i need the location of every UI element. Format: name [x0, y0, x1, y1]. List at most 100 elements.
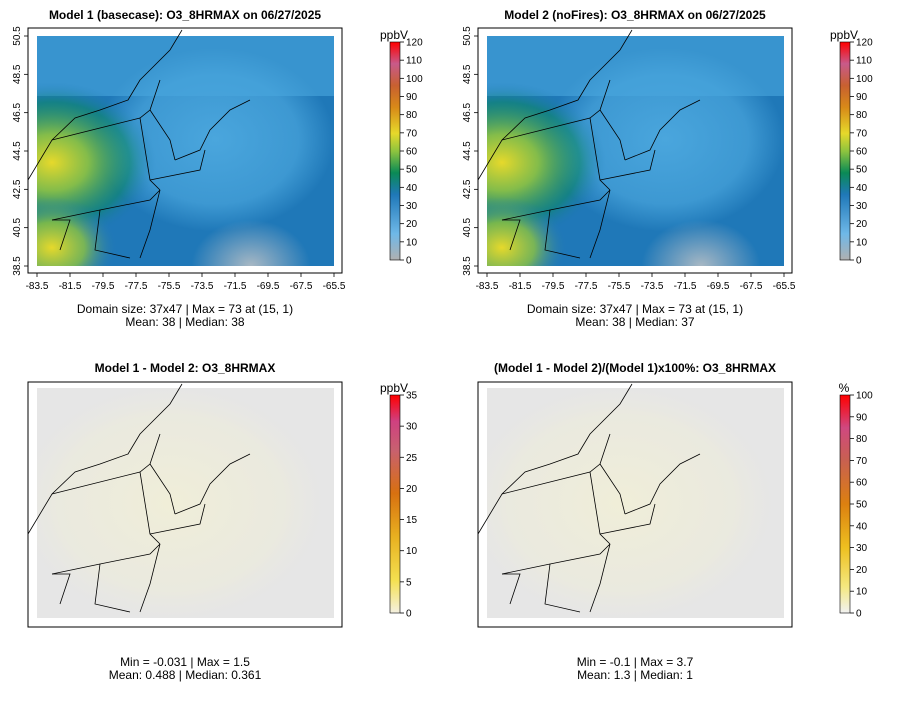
colorbar-tick-label: 5	[406, 577, 412, 588]
x-tick-label: -83.5	[26, 281, 49, 292]
x-tick-label: -77.5	[125, 281, 148, 292]
y-tick-label: 40.5	[12, 217, 23, 237]
y-tick-label: 44.5	[12, 141, 23, 161]
colorbar-tick-label: 0	[406, 256, 412, 267]
stats-line-1: Domain size: 37x47 | Max = 73 at (15, 1)	[527, 302, 743, 316]
panel-difference: Model 1 - Model 2: O3_8HRMAX Min = -0.03…	[27, 361, 418, 682]
x-tick-label: -71.5	[224, 281, 247, 292]
y-tick-label: 38.5	[462, 256, 473, 276]
x-tick-label: -71.5	[674, 281, 697, 292]
x-tick-label: -75.5	[158, 281, 181, 292]
colorbar-units: ppbV	[380, 28, 408, 42]
y-tick-label: 44.5	[462, 141, 473, 161]
colorbar-tick-label: 0	[406, 609, 412, 620]
x-tick-label: -65.5	[323, 281, 346, 292]
x-tick-label: -67.5	[290, 281, 313, 292]
colorbar-tick-label: 60	[406, 147, 418, 158]
x-tick-label: -79.5	[92, 281, 115, 292]
x-tick-label: -81.5	[59, 281, 82, 292]
state-boundaries	[477, 29, 701, 259]
colorbar-tick-label: 15	[406, 515, 418, 526]
y-tick-label: 42.5	[12, 179, 23, 199]
panel-title: Model 2 (noFires): O3_8HRMAX on 06/27/20…	[504, 8, 766, 22]
colorbar-tick-label: 30	[856, 543, 868, 554]
stats-line-2: Mean: 0.488 | Median: 0.361	[109, 668, 262, 682]
colorbar-tick-label: 0	[856, 609, 862, 620]
y-tick-label: 48.5	[462, 64, 473, 84]
panel-model2: Model 2 (noFires): O3_8HRMAX on 06/27/20…	[462, 8, 873, 329]
colorbar-tick-label: 10	[406, 237, 418, 248]
colorbar: % 0 10 20 30 40 50 60 70 80 90 100	[839, 381, 873, 620]
colorbar-tick-label: 100	[406, 74, 423, 85]
y-tick-label: 46.5	[12, 102, 23, 122]
x-axis: -83.5 -81.5 -79.5 -77.5 -75.5 -73.5 -71.5 -69.5…	[476, 272, 796, 292]
colorbar-tick-label: 110	[856, 56, 872, 67]
colorbar-tick-label: 80	[856, 434, 868, 445]
colorbar-tick-label: 10	[856, 587, 868, 598]
stats-line-2: Mean: 1.3 | Median: 1	[577, 668, 693, 682]
ozone-field	[37, 36, 334, 266]
panel-percent-difference: (Model 1 - Model 2)/(Model 1)x100%: O3_8…	[477, 361, 873, 682]
panel-title: Model 1 - Model 2: O3_8HRMAX	[95, 361, 276, 375]
colorbar: ppbV 0 10 20 30 40 50 60 70 80 90 100 110 120	[380, 28, 423, 267]
colorbar-tick-label: 20	[406, 484, 418, 495]
colorbar-tick-label: 80	[406, 110, 418, 121]
difference-field	[37, 388, 334, 618]
colorbar-tick-label: 0	[856, 256, 862, 267]
x-tick-label: -65.5	[773, 281, 796, 292]
colorbar-tick-label: 40	[856, 521, 868, 532]
stats-line-1: Min = -0.031 | Max = 1.5	[120, 655, 250, 669]
colorbar: ppbV 0 10 20 30 40 50 60 70 80 90 100 110 120	[830, 28, 873, 267]
colorbar-tick-label: 70	[856, 128, 868, 139]
x-tick-label: -75.5	[608, 281, 631, 292]
x-tick-label: -81.5	[509, 281, 532, 292]
y-tick-label: 40.5	[462, 217, 473, 237]
colorbar-tick-label: 60	[856, 147, 868, 158]
colorbar-tick-label: 35	[406, 391, 418, 402]
colorbar-tick-label: 20	[856, 565, 868, 576]
x-tick-label: -69.5	[707, 281, 730, 292]
colorbar: ppbV 0 5 10 15 20 25 30 35	[380, 381, 418, 620]
y-tick-label: 50.5	[462, 26, 473, 46]
colorbar-tick-label: 70	[406, 128, 418, 139]
colorbar-tick-label: 80	[856, 110, 868, 121]
colorbar-tick-label: 20	[856, 219, 868, 230]
y-tick-label: 38.5	[12, 256, 23, 276]
colorbar-tick-label: 25	[406, 453, 418, 464]
colorbar-tick-label: 50	[856, 165, 868, 176]
colorbar-tick-label: 40	[856, 183, 868, 194]
colorbar-tick-label: 70	[856, 456, 868, 467]
colorbar-tick-label: 110	[406, 56, 422, 67]
colorbar-tick-label: 100	[856, 391, 873, 402]
x-axis: -83.5 -81.5 -79.5 -77.5 -75.5 -73.5 -71.5 -69.5…	[26, 272, 346, 292]
stats-line-2: Mean: 38 | Median: 38	[125, 315, 245, 329]
panel-title: (Model 1 - Model 2)/(Model 1)x100%: O3_8…	[494, 361, 776, 375]
colorbar-tick-label: 60	[856, 478, 868, 489]
x-tick-label: -73.5	[191, 281, 214, 292]
panel-title: Model 1 (basecase): O3_8HRMAX on 06/27/2…	[49, 8, 321, 22]
colorbar-units: ppbV	[380, 381, 408, 395]
percent-field	[487, 388, 784, 618]
colorbar-tick-label: 10	[406, 546, 418, 557]
state-boundaries	[477, 383, 701, 613]
y-tick-label: 46.5	[462, 102, 473, 122]
colorbar-tick-label: 100	[856, 74, 873, 85]
x-tick-label: -77.5	[575, 281, 598, 292]
panel-model1: Model 1 (basecase): O3_8HRMAX on 06/27/2…	[12, 8, 423, 329]
colorbar-tick-label: 50	[856, 500, 868, 511]
colorbar-tick-label: 30	[406, 201, 418, 212]
x-tick-label: -67.5	[740, 281, 763, 292]
y-tick-label: 50.5	[12, 26, 23, 46]
colorbar-tick-label: 120	[406, 38, 423, 49]
x-tick-label: -69.5	[257, 281, 280, 292]
stats-line-1: Domain size: 37x47 | Max = 73 at (15, 1)	[77, 302, 293, 316]
state-boundaries	[27, 29, 251, 259]
colorbar-tick-label: 120	[856, 38, 873, 49]
colorbar-tick-label: 30	[406, 422, 418, 433]
colorbar-tick-label: 90	[856, 412, 868, 423]
stats-line-1: Min = -0.1 | Max = 3.7	[577, 655, 694, 669]
colorbar-tick-label: 90	[406, 92, 418, 103]
y-axis: 38.5 40.5 42.5 44.5 46.5 48.5 50.5	[462, 26, 479, 276]
x-tick-label: -79.5	[542, 281, 565, 292]
x-tick-label: -83.5	[476, 281, 499, 292]
